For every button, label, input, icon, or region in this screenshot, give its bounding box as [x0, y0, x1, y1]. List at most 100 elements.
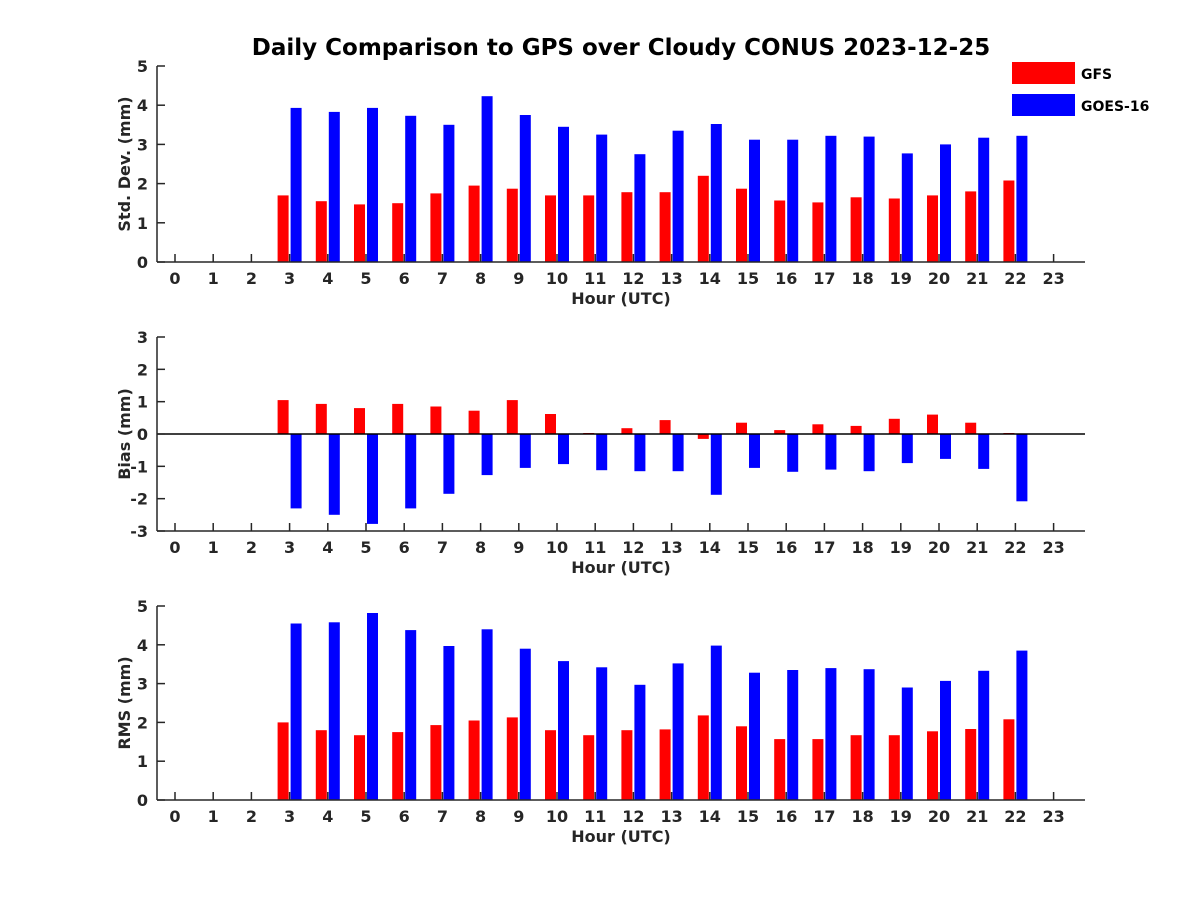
- bar-gfs-12: [621, 428, 633, 434]
- bar-gfs-19: [888, 418, 900, 434]
- bar-goes16-3: [290, 434, 302, 509]
- bar-goes16-22: [1016, 135, 1028, 262]
- bar-goes16-5: [367, 613, 378, 800]
- bar-goes16-15: [749, 434, 760, 468]
- bar-goes16-10: [558, 661, 569, 800]
- bar-goes16-11: [596, 667, 608, 800]
- x-tick-label: 6: [399, 538, 410, 557]
- bar-goes16-13: [672, 434, 684, 472]
- bar-gfs-20: [927, 414, 938, 434]
- y-tick-label: 3: [137, 675, 148, 694]
- bar-goes16-13: [672, 663, 684, 800]
- x-tick-label: 1: [208, 807, 219, 826]
- bar-gfs-6: [392, 732, 404, 800]
- bar-gfs-8: [468, 720, 480, 800]
- bar-gfs-22: [1003, 180, 1015, 262]
- y-tick-label: 2: [137, 175, 148, 194]
- bar-goes16-9: [519, 434, 531, 468]
- bar-gfs-7: [430, 725, 442, 800]
- y-tick-label: 3: [137, 328, 148, 347]
- bar-goes16-17: [825, 668, 837, 800]
- x-tick-label: 1: [208, 538, 219, 557]
- bar-goes16-5: [367, 434, 378, 524]
- bar-gfs-17: [812, 739, 824, 800]
- bar-goes16-20: [940, 434, 951, 459]
- bar-goes16-16: [787, 434, 799, 472]
- x-tick-label: 7: [437, 538, 448, 557]
- y-tick-label: 1: [137, 214, 148, 233]
- x-tick-label: 16: [775, 538, 797, 557]
- bar-goes16-19: [901, 434, 913, 464]
- x-tick-label: 10: [546, 538, 568, 557]
- bar-gfs-14: [697, 715, 709, 800]
- y-axis-label: Std. Dev. (mm): [115, 96, 134, 231]
- bar-gfs-20: [927, 731, 938, 800]
- bar-goes16-10: [558, 126, 569, 262]
- bar-gfs-9: [506, 717, 518, 800]
- bar-goes16-9: [519, 648, 531, 800]
- bar-goes16-19: [901, 687, 913, 800]
- x-tick-label: 17: [813, 538, 835, 557]
- y-tick-label: 0: [137, 791, 148, 810]
- bar-goes16-14: [710, 645, 722, 800]
- chart-title: Daily Comparison to GPS over Cloudy CONU…: [252, 35, 990, 61]
- x-tick-label: 9: [513, 269, 524, 288]
- bar-goes16-4: [328, 622, 340, 800]
- x-tick-label: 5: [360, 269, 371, 288]
- x-tick-label: 0: [169, 807, 180, 826]
- x-tick-label: 2: [246, 807, 257, 826]
- bar-gfs-17: [812, 202, 824, 262]
- x-tick-label: 2: [246, 538, 257, 557]
- bar-goes16-13: [672, 130, 684, 262]
- x-tick-label: 19: [890, 807, 912, 826]
- x-tick-label: 18: [851, 538, 873, 557]
- bar-goes16-17: [825, 135, 837, 262]
- bar-goes16-21: [978, 137, 990, 262]
- legend-label-goes16: GOES-16: [1081, 99, 1149, 115]
- bar-goes16-11: [596, 134, 608, 262]
- bar-gfs-15: [736, 422, 747, 434]
- x-tick-label: 17: [813, 269, 835, 288]
- x-tick-label: 17: [813, 807, 835, 826]
- bar-gfs-6: [392, 203, 404, 262]
- bar-gfs-5: [354, 735, 365, 800]
- bar-goes16-7: [443, 124, 455, 262]
- y-tick-label: 2: [137, 713, 148, 732]
- x-tick-label: 8: [475, 807, 486, 826]
- y-axis-label: Bias (mm): [115, 388, 134, 480]
- bar-gfs-15: [736, 726, 747, 800]
- bar-gfs-13: [659, 729, 671, 800]
- x-tick-label: 11: [584, 269, 606, 288]
- bar-gfs-18: [850, 735, 862, 800]
- bar-goes16-21: [978, 434, 990, 469]
- bar-gfs-6: [392, 403, 404, 434]
- y-tick-label: 5: [137, 597, 148, 616]
- bar-gfs-13: [659, 420, 671, 434]
- bar-goes16-10: [558, 434, 569, 465]
- x-tick-label: 3: [284, 807, 295, 826]
- x-tick-label: 9: [513, 538, 524, 557]
- bar-gfs-14: [697, 175, 709, 262]
- x-tick-label: 7: [437, 269, 448, 288]
- bar-gfs-9: [506, 188, 518, 262]
- x-tick-label: 21: [966, 807, 988, 826]
- x-tick-label: 14: [699, 269, 721, 288]
- bar-gfs-17: [812, 424, 824, 434]
- x-tick-label: 2: [246, 269, 257, 288]
- bar-gfs-21: [965, 729, 977, 800]
- y-tick-label: 3: [137, 135, 148, 154]
- y-tick-label: 0: [137, 425, 148, 444]
- bar-goes16-6: [405, 115, 417, 262]
- y-tick-label: 2: [137, 360, 148, 379]
- x-tick-label: 15: [737, 269, 759, 288]
- bar-goes16-18: [863, 136, 875, 262]
- x-tick-label: 8: [475, 269, 486, 288]
- bar-goes16-4: [328, 111, 340, 263]
- bar-goes16-7: [443, 434, 455, 494]
- x-tick-label: 12: [622, 807, 644, 826]
- bar-gfs-4: [315, 201, 327, 262]
- x-tick-label: 4: [322, 538, 333, 557]
